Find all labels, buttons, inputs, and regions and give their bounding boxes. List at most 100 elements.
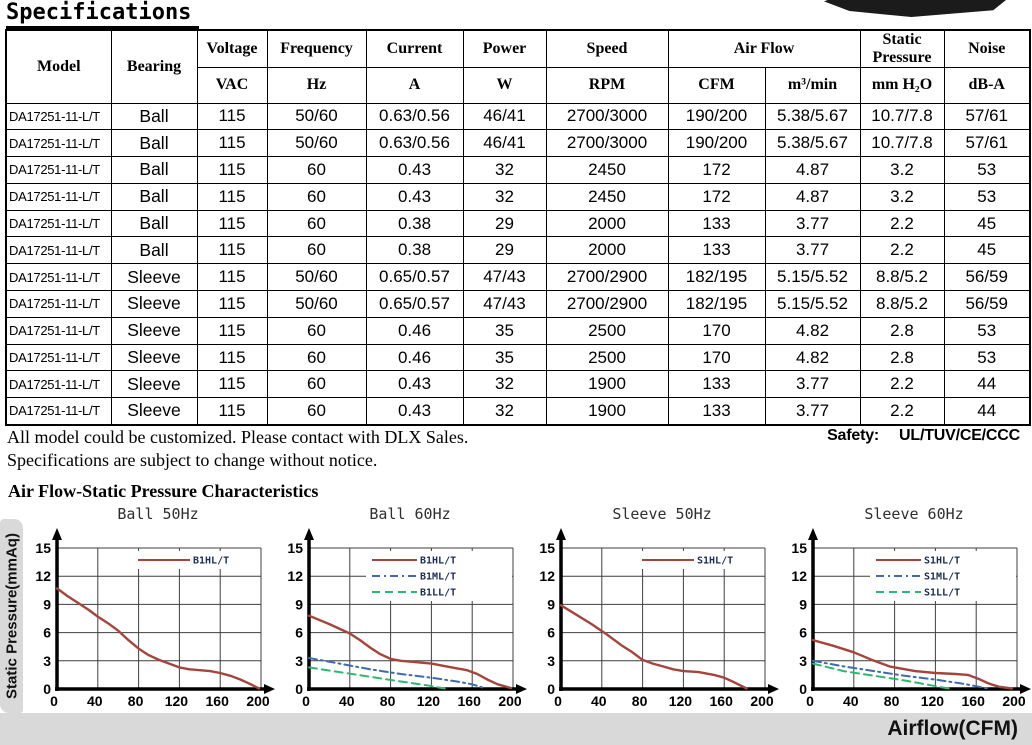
cell-voltage: 115 (196, 263, 268, 292)
svg-text:6: 6 (43, 625, 51, 641)
cell-model: DA17251-11-L/T (5, 263, 112, 292)
cell-static-pressure: 2.2 (859, 370, 945, 399)
cell-static-pressure: 8.8/5.2 (859, 290, 945, 318)
cell-voltage: 115 (196, 290, 268, 318)
cell-airflow-cfm: 190/200 (667, 129, 766, 158)
cell-model: DA17251-11-L/T (5, 209, 112, 238)
cell-model: DA17251-11-L/T (5, 290, 112, 318)
cell-model: DA17251-11-L/T (5, 343, 112, 372)
cell-static-pressure: 2.8 (859, 343, 945, 372)
cell-current: 0.65/0.57 (365, 290, 464, 318)
cell-current: 0.43 (365, 370, 464, 399)
cell-voltage: 115 (196, 156, 268, 184)
cell-airflow-cfm: 170 (667, 343, 766, 372)
chart-plot: 0 3 6 9 12 15 0 40 80 120 160 200 B1HL/T (24, 527, 276, 710)
cell-model: DA17251-11-L/T (5, 129, 112, 158)
svg-text:3: 3 (547, 653, 555, 669)
cell-frequency: 50/60 (266, 129, 367, 158)
series-S1HL/T (559, 604, 748, 690)
cell-static-pressure: 2.8 (859, 316, 945, 345)
series-B1LL/T (308, 666, 446, 690)
cell-static-pressure: 8.8/5.2 (859, 263, 945, 292)
unit-vac: VAC (196, 66, 268, 104)
series-S1LL/T (812, 662, 950, 690)
cell-bearing: Sleeve (110, 263, 198, 292)
table-row: DA17251-11-L/T Ball 115 60 0.43 32 2450 172 4.87… (5, 182, 1031, 211)
svg-text:120: 120 (669, 693, 693, 709)
svg-text:0: 0 (50, 693, 58, 709)
svg-text:3: 3 (295, 653, 303, 669)
cell-model: DA17251-11-L/T (5, 236, 112, 265)
cell-model: DA17251-11-L/T (5, 316, 112, 345)
cell-static-pressure: 2.2 (859, 397, 945, 426)
chart-sleeve-50hz: Sleeve 50Hz 0 3 6 9 12 15 0 40 80 120 160 200 S1HL/T (528, 503, 780, 710)
cell-current: 0.46 (365, 316, 464, 345)
svg-text:15: 15 (791, 540, 807, 556)
svg-text:200: 200 (750, 693, 774, 709)
cell-frequency: 60 (266, 209, 367, 238)
svg-text:12: 12 (791, 568, 807, 584)
safety-certifications: Safety: UL/TUV/CE/CCC (827, 427, 1020, 445)
cell-frequency: 60 (266, 236, 367, 265)
note-line-2: Specifications are subject to change wit… (7, 450, 378, 470)
cell-static-pressure: 2.2 (859, 209, 945, 238)
cell-airflow-m3min: 4.87 (764, 182, 861, 211)
cell-power: 35 (462, 316, 547, 345)
cell-power: 32 (462, 156, 547, 184)
cell-voltage: 115 (196, 316, 268, 345)
cell-power: 32 (462, 370, 547, 399)
svg-text:0: 0 (554, 693, 562, 709)
header-row-units: VAC Hz A W RPM CFM m³/min mm H₂O dB-A (6, 66, 1031, 104)
col-current: Current (365, 29, 464, 68)
svg-text:12: 12 (287, 568, 303, 584)
col-bearing: Bearing (110, 29, 198, 104)
unit-cfm: CFM (667, 66, 766, 104)
svg-text:6: 6 (799, 625, 807, 641)
col-static-pressure: Static Pressure (859, 29, 945, 68)
cell-noise: 57/61 (943, 129, 1031, 158)
cell-power: 47/43 (462, 263, 547, 292)
cell-noise: 57/61 (943, 102, 1031, 131)
table-row: DA17251-11-L/T Ball 115 60 0.43 32 2450 172 4.87… (5, 156, 1031, 184)
table-row: DA17251-11-L/T Ball 115 50/60 0.63/0.56 46/41… (5, 129, 1031, 158)
cell-voltage: 115 (196, 397, 268, 426)
cell-bearing: Sleeve (110, 370, 198, 399)
svg-text:160: 160 (962, 693, 986, 709)
y-axis-label: Static Pressure(mmAq) (3, 533, 20, 699)
svg-text:160: 160 (458, 693, 482, 709)
svg-text:200: 200 (1002, 693, 1026, 709)
col-power: Power (462, 29, 547, 68)
cell-airflow-m3min: 3.77 (764, 209, 861, 238)
svg-text:3: 3 (43, 653, 51, 669)
cell-airflow-m3min: 4.82 (764, 343, 861, 372)
cell-noise: 53 (943, 316, 1031, 345)
series-B1HL/T (307, 614, 513, 690)
cell-airflow-m3min: 5.15/5.52 (764, 290, 861, 318)
svg-text:9: 9 (43, 596, 51, 612)
specifications-table: Model Bearing Voltage Frequency Current … (5, 29, 1031, 426)
cell-bearing: Ball (110, 209, 198, 238)
svg-text:40: 40 (87, 693, 103, 709)
svg-text:9: 9 (295, 596, 303, 612)
legend-label: S1HL/T (924, 556, 960, 567)
svg-text:15: 15 (287, 540, 303, 556)
table-row: DA17251-11-L/T Sleeve 115 60 0.43 32 1900 133 3.… (5, 370, 1031, 399)
table-row: DA17251-11-L/T Sleeve 115 50/60 0.65/0.57 47/… (5, 290, 1031, 318)
svg-text:80: 80 (884, 693, 900, 709)
cell-bearing: Ball (110, 182, 198, 211)
cell-frequency: 60 (266, 182, 367, 211)
svg-text:80: 80 (380, 693, 396, 709)
cell-power: 47/43 (462, 290, 547, 318)
svg-text:0: 0 (295, 681, 303, 697)
chart-plot: 0 3 6 9 12 15 0 40 80 120 160 200 S1HL/T (528, 527, 780, 710)
cell-speed: 2450 (545, 156, 669, 184)
svg-text:6: 6 (547, 625, 555, 641)
svg-text:120: 120 (921, 693, 945, 709)
cell-speed: 2000 (545, 209, 669, 238)
legend-label: S1LL/T (924, 588, 960, 599)
svg-text:80: 80 (128, 693, 144, 709)
cell-frequency: 50/60 (266, 102, 367, 131)
cell-airflow-cfm: 170 (667, 316, 766, 345)
svg-text:3: 3 (799, 653, 807, 669)
chart-svg: 0 3 6 9 12 15 0 40 80 120 160 200 S1HL/T (539, 528, 779, 709)
